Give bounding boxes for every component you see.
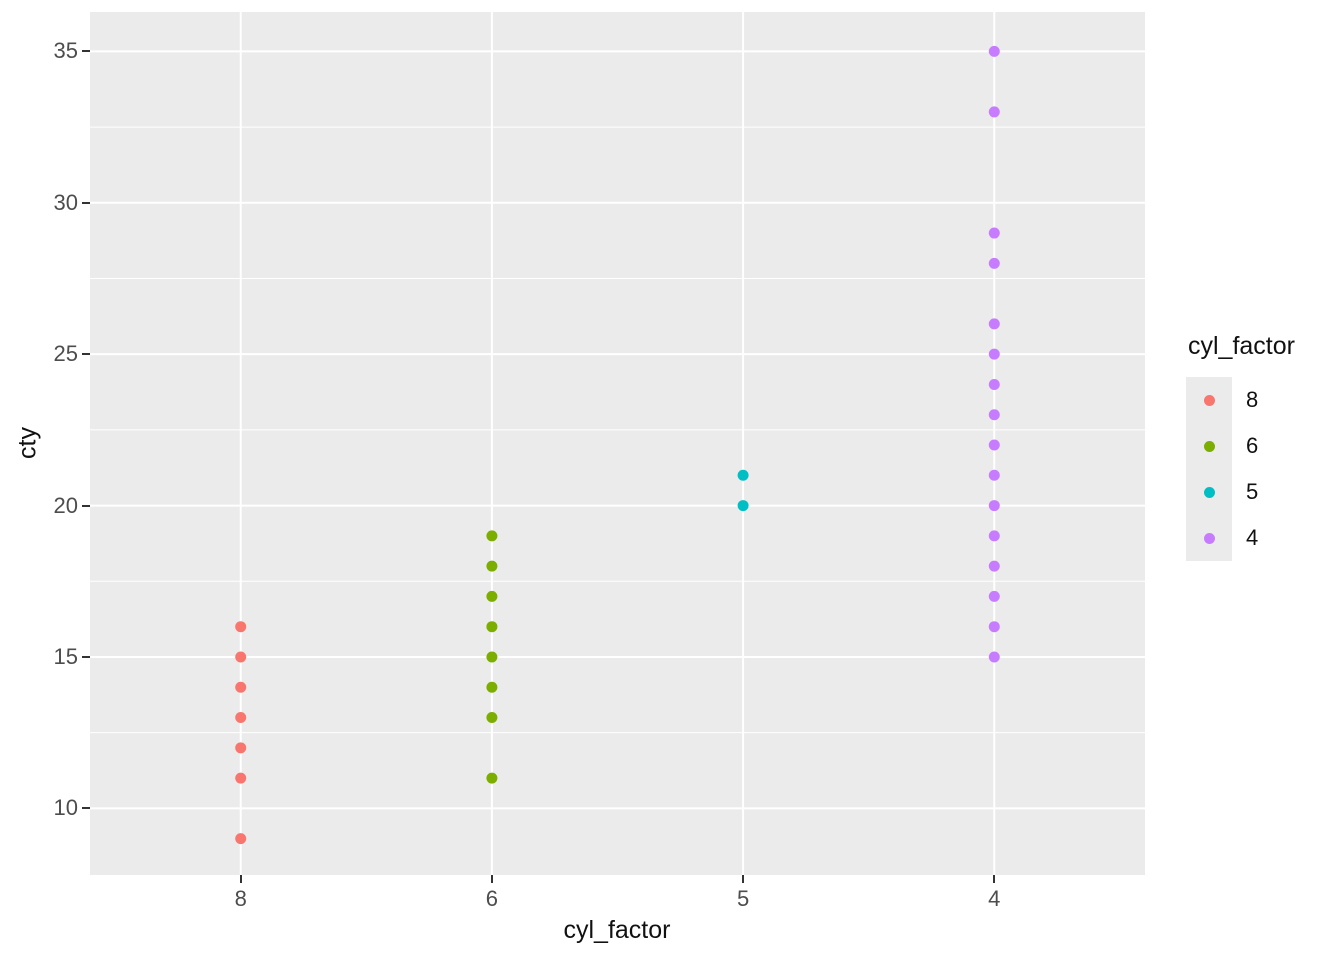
y-tick-label: 20 (53, 492, 78, 518)
legend-key (1186, 423, 1232, 469)
data-point (235, 742, 247, 754)
data-point (988, 106, 1000, 118)
legend-dot-icon (1203, 440, 1215, 452)
data-point (486, 772, 498, 784)
data-point (988, 348, 1000, 360)
data-point (988, 560, 1000, 572)
y-tick-mark (82, 201, 90, 204)
data-point (486, 621, 498, 633)
data-point (988, 409, 1000, 421)
y-tick-label: 35 (53, 38, 78, 64)
data-point (988, 621, 1000, 633)
data-point (737, 500, 749, 512)
data-point (988, 469, 1000, 481)
legend-dot-icon (1203, 486, 1215, 498)
y-tick-mark (82, 807, 90, 810)
data-point (988, 378, 1000, 390)
x-tick-mark (239, 875, 242, 883)
data-point (235, 681, 247, 693)
legend-title: cyl_factor (1188, 332, 1295, 360)
data-point (988, 45, 1000, 57)
data-point (486, 560, 498, 572)
legend-label: 4 (1246, 525, 1259, 550)
legend-entry: 5 (1186, 469, 1341, 515)
legend-label: 5 (1246, 479, 1259, 504)
x-axis-title: cyl_factor (563, 916, 671, 944)
x-tick-label: 6 (485, 886, 499, 911)
data-point (235, 772, 247, 784)
legend-entry: 4 (1186, 515, 1341, 561)
legend-dot-icon (1203, 394, 1215, 406)
y-tick-mark (82, 353, 90, 356)
legend-dot-icon (1203, 532, 1215, 544)
data-point (988, 590, 1000, 602)
x-tick-label: 8 (234, 886, 247, 911)
x-tick-mark (742, 875, 745, 883)
data-point (988, 318, 1000, 330)
legend-label: 6 (1246, 433, 1259, 458)
y-axis-title: cty (13, 427, 42, 459)
y-tick-mark (82, 50, 90, 53)
x-tick-mark (490, 875, 493, 883)
legend-entries: 8 6 5 4 (1186, 377, 1341, 561)
legend-key (1186, 377, 1232, 423)
legend-label: 8 (1246, 387, 1259, 412)
data-point (988, 530, 1000, 542)
data-point (988, 500, 1000, 512)
data-point (988, 227, 1000, 239)
data-point (988, 257, 1000, 269)
data-point (486, 590, 498, 602)
data-point (988, 439, 1000, 451)
data-point (235, 651, 247, 663)
y-tick-label: 30 (53, 189, 78, 215)
legend-key (1186, 469, 1232, 515)
x-tick-label: 4 (988, 886, 1001, 911)
plot-panel (90, 12, 1145, 875)
y-tick-label: 15 (53, 643, 78, 669)
x-tick-label: 5 (736, 886, 750, 911)
y-tick-mark (82, 655, 90, 658)
data-point (235, 712, 247, 724)
y-tick-mark (82, 504, 90, 507)
data-point (988, 651, 1000, 663)
legend: cyl_factor 8 6 5 4 (1186, 332, 1341, 561)
plot-canvas (90, 12, 1145, 875)
y-tick-label: 10 (53, 795, 78, 821)
data-point (486, 712, 498, 724)
data-point (486, 651, 498, 663)
data-point (737, 469, 749, 481)
data-point (486, 530, 498, 542)
data-point (235, 833, 247, 845)
x-tick-mark (993, 875, 996, 883)
legend-entry: 6 (1186, 423, 1341, 469)
legend-key (1186, 515, 1232, 561)
data-point (235, 621, 247, 633)
legend-entry: 8 (1186, 377, 1341, 423)
data-point (486, 681, 498, 693)
y-tick-label: 25 (53, 341, 78, 367)
